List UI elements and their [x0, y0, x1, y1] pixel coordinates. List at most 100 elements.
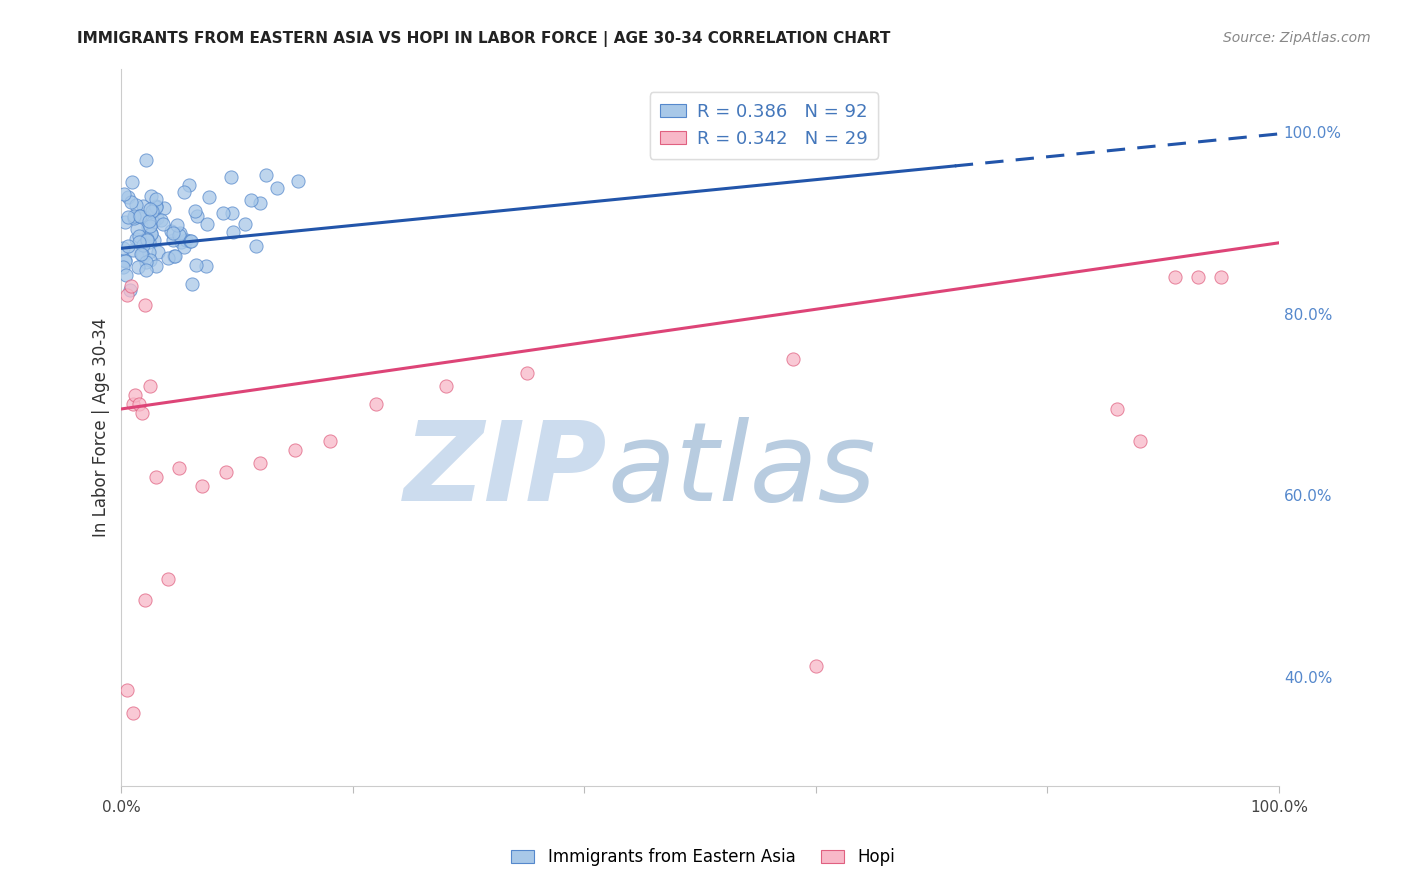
Point: [120, 279, 142, 293]
Point: [121, 175, 143, 189]
Point: [173, 239, 195, 253]
Text: ZIP: ZIP: [404, 417, 607, 524]
Point: [111, 241, 134, 255]
Point: [1129, 434, 1152, 448]
Point: [131, 199, 153, 213]
Point: [145, 199, 167, 213]
Point: [1105, 401, 1128, 416]
Point: [148, 245, 170, 260]
Point: [111, 260, 134, 274]
Point: [128, 397, 150, 411]
Point: [179, 234, 201, 248]
Point: [127, 260, 149, 274]
Point: [169, 226, 191, 240]
Point: [240, 193, 263, 207]
Point: [139, 188, 162, 202]
Point: [319, 434, 342, 448]
Point: [249, 196, 271, 211]
Point: [180, 234, 202, 248]
Point: [516, 366, 538, 380]
Point: [287, 174, 309, 188]
Point: [153, 201, 176, 215]
Point: [1187, 270, 1209, 285]
Text: IMMIGRANTS FROM EASTERN ASIA VS HOPI IN LABOR FORCE | AGE 30-34 CORRELATION CHAR: IMMIGRANTS FROM EASTERN ASIA VS HOPI IN …: [77, 31, 891, 47]
Point: [121, 244, 143, 258]
Point: [138, 213, 160, 227]
Point: [117, 239, 139, 253]
Point: [1164, 270, 1187, 285]
Point: [179, 178, 201, 192]
Point: [191, 479, 214, 493]
Point: [135, 255, 157, 269]
Point: [222, 225, 245, 239]
Point: [160, 224, 183, 238]
Point: [184, 204, 207, 219]
Point: [131, 247, 153, 261]
Point: [163, 249, 186, 263]
Point: [115, 268, 138, 283]
Point: [138, 235, 160, 249]
Point: [180, 277, 202, 292]
Point: [219, 170, 242, 185]
Point: [782, 351, 804, 366]
Point: [142, 233, 165, 247]
Point: [254, 168, 277, 182]
Point: [184, 258, 207, 272]
Point: [197, 190, 219, 204]
Point: [149, 212, 172, 227]
Point: [136, 220, 159, 235]
Text: Source: ZipAtlas.com: Source: ZipAtlas.com: [1223, 31, 1371, 45]
Point: [135, 153, 157, 167]
Point: [139, 226, 162, 240]
Point: [173, 185, 195, 199]
Point: [163, 250, 186, 264]
Legend: R = 0.386   N = 92, R = 0.342   N = 29: R = 0.386 N = 92, R = 0.342 N = 29: [650, 92, 879, 159]
Point: [221, 206, 243, 220]
Point: [167, 227, 190, 242]
Point: [249, 457, 271, 471]
Point: [145, 200, 167, 214]
Point: [114, 252, 136, 267]
Point: [1209, 270, 1232, 285]
Point: [122, 211, 145, 225]
Point: [156, 572, 179, 586]
Point: [170, 235, 193, 249]
Point: [132, 210, 155, 224]
Point: [146, 211, 169, 225]
Point: [162, 233, 184, 247]
Point: [141, 227, 163, 241]
Point: [112, 187, 135, 202]
Point: [115, 683, 138, 698]
Point: [145, 192, 167, 206]
Text: atlas: atlas: [607, 417, 876, 524]
Point: [134, 592, 156, 607]
Point: [145, 259, 167, 273]
Point: [120, 194, 142, 209]
Point: [128, 209, 150, 223]
Point: [162, 226, 184, 240]
Point: [127, 222, 149, 236]
Point: [152, 217, 174, 231]
Point: [139, 379, 162, 393]
Point: [132, 249, 155, 263]
Point: [122, 397, 145, 411]
Point: [115, 288, 138, 302]
Point: [139, 202, 162, 216]
Point: [139, 253, 162, 268]
Point: [142, 215, 165, 229]
Y-axis label: In Labor Force | Age 30-34: In Labor Force | Age 30-34: [93, 318, 110, 537]
Point: [131, 407, 153, 421]
Point: [186, 209, 208, 223]
Point: [128, 228, 150, 243]
Point: [117, 210, 139, 224]
Point: [169, 461, 191, 475]
Point: [138, 245, 160, 260]
Point: [166, 218, 188, 232]
Point: [125, 232, 148, 246]
Point: [174, 233, 197, 247]
Point: [128, 235, 150, 250]
Point: [125, 198, 148, 212]
Point: [195, 217, 218, 231]
Point: [141, 204, 163, 219]
Point: [122, 706, 145, 720]
